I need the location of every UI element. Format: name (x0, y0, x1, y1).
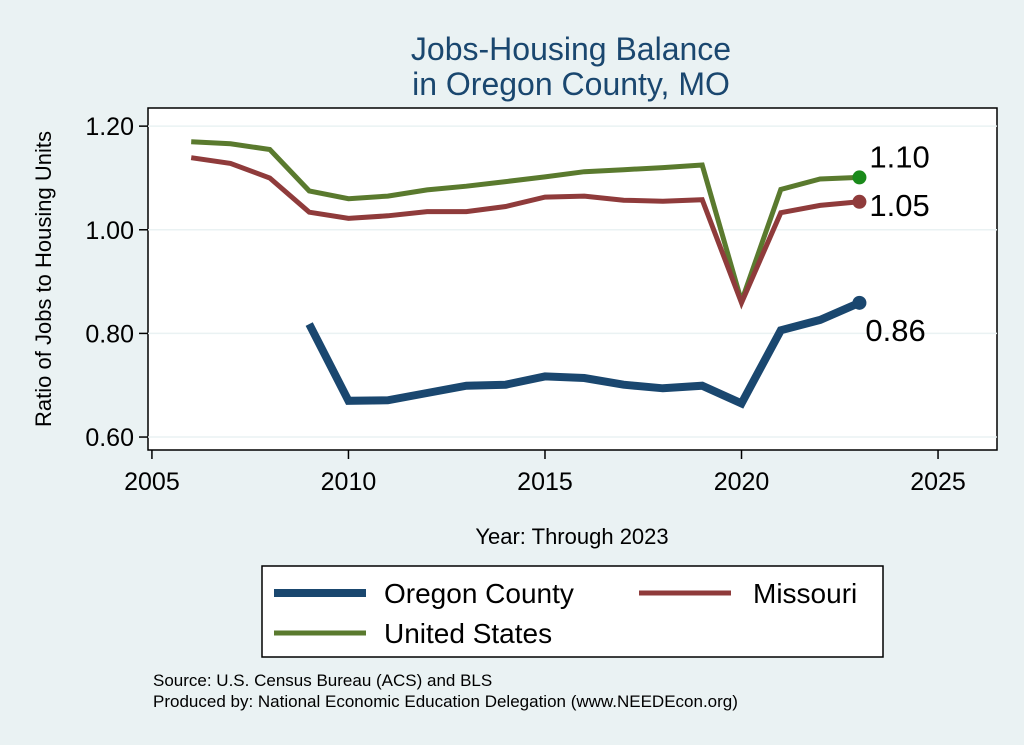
chart-title-line-1: Jobs-Housing Balance (411, 31, 731, 67)
legend-box (261, 565, 884, 658)
endpoint-label-united-states: 1.10 (869, 139, 929, 174)
endpoint-label-missouri: 1.05 (869, 188, 929, 223)
endpoint-label-oregon-county: 0.86 (865, 313, 925, 348)
series-line-missouri (190, 155, 860, 310)
chart-title-line-2: in Oregon County, MO (412, 66, 730, 102)
endpoint-marker-oregon-county (852, 295, 867, 310)
y-tick-label-2: 1.00 (85, 217, 134, 245)
endpoint-marker-missouri (852, 194, 867, 209)
plot-area (147, 107, 998, 451)
series-line-oregon-county (305, 299, 861, 409)
x-tick-label-0: 2005 (124, 468, 180, 496)
y-tick-label-1: 0.80 (85, 320, 134, 348)
x-tick-label-4: 2025 (910, 468, 966, 496)
y-axis-label: Ratio of Jobs to Housing Units (31, 131, 56, 427)
y-tick-label-3: 1.20 (85, 113, 134, 141)
source-line-2: Produced by: National Economic Education… (153, 692, 738, 711)
legend-label-missouri: Missouri (753, 578, 857, 609)
x-axis-ticks: 2005 2010 2015 2020 2025 (124, 450, 966, 496)
x-axis-label: Year: Through 2023 (475, 524, 668, 549)
y-axis-ticks: 0.60 0.80 1.00 1.20 (85, 113, 148, 452)
legend-label-oregon-county: Oregon County (384, 578, 574, 609)
y-tick-label-0: 0.60 (85, 424, 134, 452)
source-line-1: Source: U.S. Census Bureau (ACS) and BLS (153, 671, 492, 690)
legend: Oregon County Missouri United States (261, 565, 884, 658)
x-tick-label-1: 2010 (321, 468, 377, 496)
legend-label-united-states: United States (384, 618, 552, 649)
endpoint-marker-united-states (852, 170, 867, 185)
series-endpoints: 1.10 1.05 0.86 (852, 139, 930, 348)
x-tick-label-3: 2020 (714, 468, 770, 496)
series-lines (190, 139, 861, 409)
x-tick-label-2: 2015 (517, 468, 573, 496)
gridlines (148, 125, 997, 438)
